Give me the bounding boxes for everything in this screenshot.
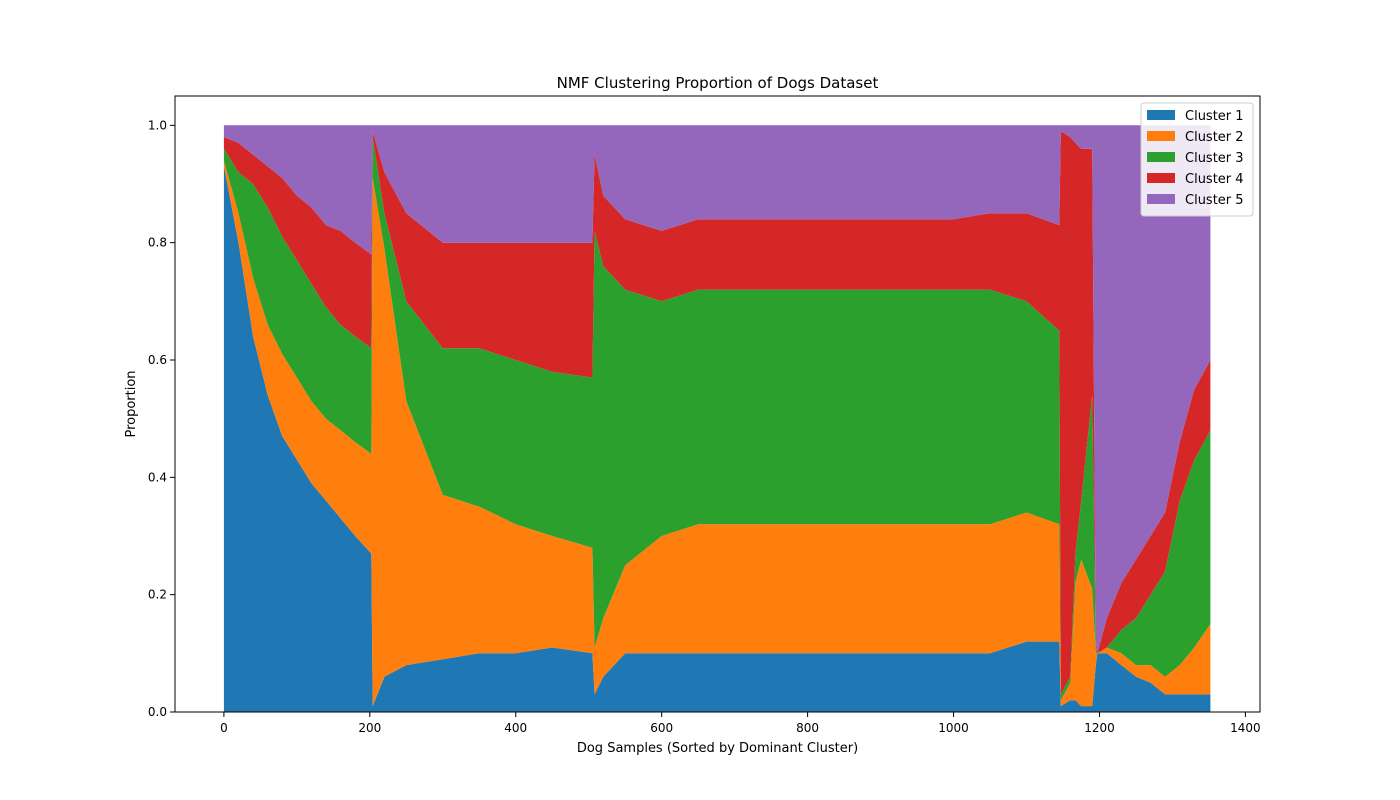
legend: Cluster 1 Cluster 2 Cluster 3 Cluster 4 Clus… [1140,102,1254,217]
area-cluster-3 [223,137,1211,701]
legend-label: Cluster 3 [1185,151,1244,166]
legend-swatch [1147,173,1175,183]
y-axis-ticks: 0.0 0.2 0.4 0.6 0.8 1.0 [148,118,175,719]
legend-swatch [1147,194,1175,204]
y-tick-label: 1.0 [148,118,167,132]
plot-frame [174,95,1261,713]
legend-swatch [1147,110,1175,120]
x-tick-label: 0 [220,721,228,735]
x-tick-label: 400 [504,721,527,735]
x-tick-label: 1400 [1230,721,1261,735]
y-tick-label: 0.4 [148,470,167,484]
legend-label: Cluster 4 [1185,172,1244,187]
legend-label: Cluster 2 [1185,130,1244,145]
y-tick-label: 0.6 [148,353,167,367]
y-axis-label: Proportion [124,370,139,437]
area-cluster-1 [223,166,1211,712]
area-cluster-4 [223,131,1211,695]
x-tick-label: 600 [650,721,673,735]
x-tick-label: 1000 [938,721,969,735]
chart-title: NMF Clustering Proportion of Dogs Datase… [557,74,879,92]
y-tick-label: 0.0 [148,705,167,719]
y-tick-label: 0.2 [148,588,167,602]
x-tick-label: 200 [358,721,381,735]
y-tick-label: 0.8 [148,236,167,250]
area-cluster-2 [223,160,1211,707]
x-axis-label: Dog Samples (Sorted by Dominant Cluster) [577,741,858,756]
legend-swatch [1147,131,1175,141]
legend-swatch [1147,152,1175,162]
x-tick-label: 800 [796,721,819,735]
x-axis-ticks: 0 200 400 600 800 1000 1200 1400 [220,712,1261,735]
legend-label: Cluster 1 [1185,109,1244,124]
stacked-areas [223,125,1211,712]
legend-label: Cluster 5 [1185,193,1244,208]
x-tick-label: 1200 [1084,721,1115,735]
area-cluster-5 [223,125,1211,654]
